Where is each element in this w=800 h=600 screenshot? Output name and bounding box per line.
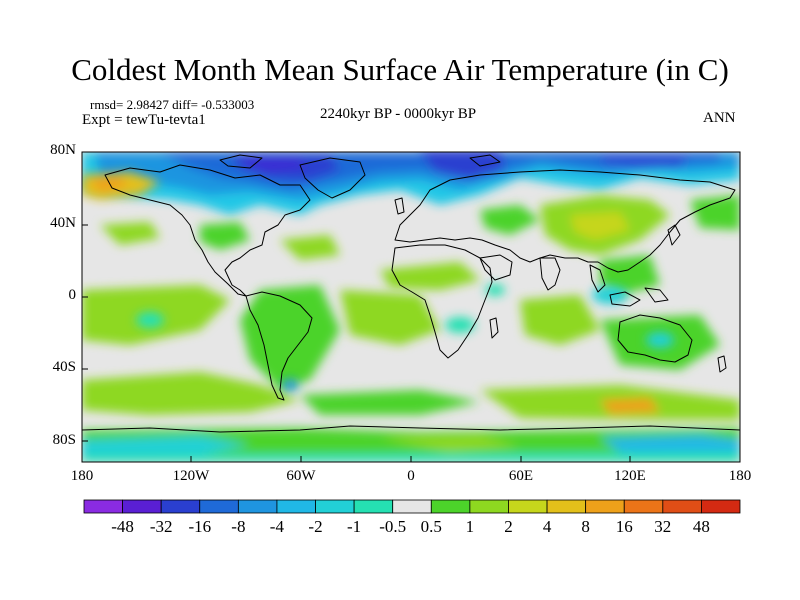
lon-tick-label: 0 bbox=[407, 468, 415, 484]
coastlines bbox=[82, 154, 740, 433]
colorbar-swatch bbox=[237, 499, 278, 514]
colorbar-swatch bbox=[315, 499, 355, 514]
lat-tick-label: 40N bbox=[50, 215, 76, 231]
colorbar-swatch bbox=[623, 499, 664, 514]
colorbar-swatch bbox=[199, 499, 239, 514]
axis-ticks bbox=[81, 151, 741, 462]
colorbar-label: -4 bbox=[269, 517, 284, 536]
colorbar-label: -8 bbox=[231, 517, 246, 536]
lat-tick-label: 80S bbox=[52, 432, 76, 448]
colorbar-swatch bbox=[430, 499, 471, 514]
colorbar-swatch bbox=[83, 499, 123, 514]
colorbar-label: 2 bbox=[504, 517, 513, 536]
midlatitude-warm-patches bbox=[82, 172, 740, 295]
colorbar-label: 1 bbox=[465, 517, 475, 536]
lat-tick-label: 80N bbox=[50, 142, 76, 158]
colorbar-label: 8 bbox=[581, 517, 590, 536]
colorbar-label: -16 bbox=[188, 517, 212, 536]
colorbar-label: -48 bbox=[111, 517, 134, 536]
statistics-label: rmsd= 2.98427 diff= -0.533003 bbox=[90, 97, 255, 112]
lon-tick-label: 60W bbox=[286, 468, 316, 484]
colorbar-label: 32 bbox=[654, 517, 672, 536]
colorbar-swatch bbox=[160, 499, 201, 514]
colorbar-label: -2 bbox=[308, 517, 323, 536]
experiment-label: Expt = tewTu-tevta1 bbox=[82, 112, 206, 128]
lon-tick-label: 120E bbox=[614, 468, 646, 484]
colorbar-label: -0.5 bbox=[379, 517, 407, 536]
colorbar-swatch bbox=[585, 499, 625, 514]
colorbar-label: 0.5 bbox=[420, 517, 442, 536]
lat-tick-label: 0 bbox=[68, 287, 77, 303]
colorbar-swatch bbox=[469, 499, 509, 514]
colorbar-label: -32 bbox=[149, 517, 173, 536]
colorbar-swatch bbox=[353, 499, 394, 514]
colorbar-swatch bbox=[276, 499, 316, 514]
colorbar-label: 4 bbox=[542, 517, 552, 536]
lon-tick-label: 120W bbox=[172, 468, 210, 484]
lon-tick-label: 180 bbox=[728, 468, 752, 484]
colorbar-swatch bbox=[701, 499, 741, 514]
colorbar-swatch bbox=[392, 499, 432, 514]
season-label: ANN bbox=[703, 110, 736, 126]
colorbar-swatch bbox=[508, 499, 548, 514]
colorbar bbox=[83, 499, 741, 514]
lat-tick-label: 40S bbox=[52, 359, 76, 375]
colorbar-label: 16 bbox=[615, 517, 633, 536]
colorbar-label: -1 bbox=[347, 517, 362, 536]
lon-tick-label: 180 bbox=[70, 468, 94, 484]
colorbar-swatch bbox=[546, 499, 587, 514]
colorbar-swatch bbox=[122, 499, 162, 514]
southern-green-bands bbox=[82, 285, 740, 462]
plot-title: Coldest Month Mean Surface Air Temperatu… bbox=[71, 52, 729, 87]
colorbar-label: 48 bbox=[692, 517, 710, 536]
colorbar-swatch bbox=[662, 499, 702, 514]
lon-tick-label: 60E bbox=[508, 468, 534, 484]
temperature-field bbox=[82, 152, 740, 462]
period-label: 2240kyr BP - 0000kyr BP bbox=[320, 106, 477, 122]
